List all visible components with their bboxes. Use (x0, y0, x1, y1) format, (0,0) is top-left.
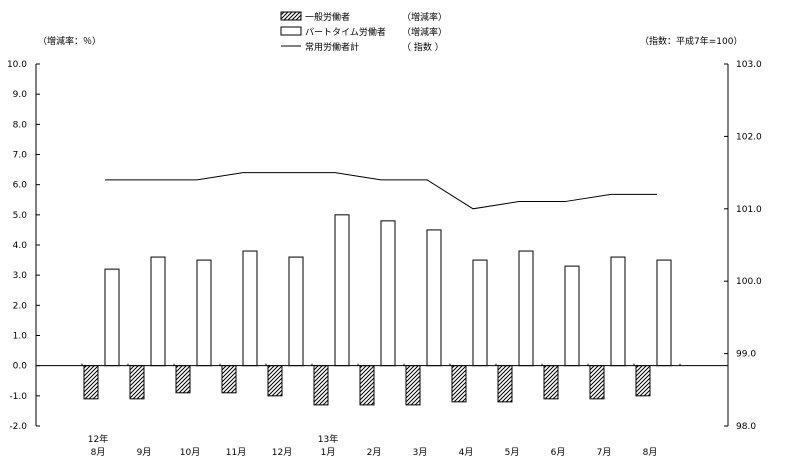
bar-general (221, 365, 237, 394)
category-label: 3月 (413, 447, 428, 458)
bar-general (543, 365, 559, 400)
year-label: 13年 (318, 433, 338, 445)
bar-general (129, 365, 145, 400)
legend-item-general: 一般労働者 （増減率） (280, 11, 447, 23)
category-label: 9月 (137, 447, 152, 458)
bar-general (359, 365, 375, 406)
bar-general (635, 365, 651, 397)
left-axis-tick-label: 4.0 (13, 241, 28, 251)
category-label: 8月 (643, 447, 658, 458)
legend-item-parttime: パートタイム労働者 （増減率） (280, 26, 447, 38)
bar-general (313, 365, 329, 406)
category-label: 2月 (367, 447, 382, 458)
legend-label-parttime: パートタイム労働者 (305, 26, 386, 38)
bar-general (589, 365, 605, 400)
left-axis-tick-label: 0.0 (13, 362, 28, 372)
left-axis-tick-label: 2.0 (13, 301, 28, 311)
left-axis-tick-label: 8.0 (13, 120, 28, 130)
bar-parttime (564, 265, 580, 367)
legend-label-total: 常用労働者計 (305, 41, 359, 53)
bar-parttime (242, 250, 258, 367)
legend-tag-parttime: （増減率） (402, 26, 447, 38)
left-axis-title: （増減率：％） (38, 35, 101, 47)
legend: 一般労働者 （増減率） パートタイム労働者 （増減率） 常用労働者計 （ 指数 … (280, 11, 447, 53)
bar-parttime (380, 220, 396, 367)
left-axis-tick-label: 9.0 (13, 90, 28, 100)
bar-parttime (518, 250, 534, 367)
legend-swatch-hatched (280, 11, 302, 21)
category-label: 10月 (180, 447, 200, 458)
bar-parttime (610, 256, 626, 367)
right-axis-tick-label: 100.0 (736, 277, 762, 287)
left-axis-ticks: 10.0 9.0 8.0 7.0 6.0 5.0 4.0 3.0 2.0 1.0 0.0 -1.0 -2… (7, 60, 40, 432)
bar-parttime (196, 259, 212, 367)
bar-parttime (334, 214, 350, 367)
legend-item-total: 常用労働者計 （ 指数 ） (281, 41, 444, 53)
left-axis-tick-label: 6.0 (13, 181, 28, 191)
bar-general (405, 365, 421, 406)
left-axis-tick-label: 3.0 (13, 271, 28, 281)
right-axis-tick-label: 99.0 (736, 350, 756, 360)
category-label: 6月 (551, 447, 566, 458)
left-axis-tick-label: 5.0 (13, 211, 28, 221)
bar-parttime (656, 259, 672, 367)
series-general-bars (83, 365, 651, 406)
legend-tag-total: （ 指数 ） (402, 41, 444, 53)
right-axis-tick-label: 101.0 (736, 205, 762, 215)
category-label: 12月 (272, 447, 292, 458)
right-axis-tick-label: 98.0 (736, 422, 756, 432)
bar-parttime (288, 256, 304, 367)
right-axis-tick-label: 103.0 (736, 60, 762, 70)
left-axis-tick-label: 7.0 (13, 151, 28, 161)
category-label: 8月 (91, 447, 106, 458)
legend-label-general: 一般労働者 (305, 11, 350, 23)
category-label: 7月 (597, 447, 612, 458)
bar-parttime (426, 229, 442, 367)
left-axis-tick-label: 10.0 (7, 60, 27, 70)
category-labels: 8月 9月 10月 11月 12月 1月 2月 3月 4月 5月 6月 7月 8月 12年 13年 (88, 433, 658, 458)
bar-parttime (472, 259, 488, 367)
series-parttime-bars (104, 214, 672, 367)
left-axis-tick-label: 1.0 (13, 332, 28, 342)
legend-tag-general: （増減率） (402, 11, 447, 23)
bar-general (451, 365, 467, 403)
right-axis-title: （指数：平成7年=100） (640, 35, 742, 47)
category-label: 11月 (226, 447, 246, 458)
category-label: 1月 (321, 447, 336, 458)
left-axis-tick-label: -2.0 (9, 422, 27, 432)
left-axis-tick-label: -1.0 (9, 392, 27, 402)
bar-general (267, 365, 283, 397)
series-total-line (104, 172, 658, 210)
right-axis-ticks: 103.0 102.0 101.0 100.0 99.0 98.0 (724, 60, 762, 432)
bar-general (175, 365, 191, 394)
year-label: 12年 (88, 433, 108, 445)
bar-general (497, 365, 513, 403)
bar-parttime (150, 256, 166, 367)
bar-parttime (104, 268, 120, 367)
bar-general (83, 365, 99, 400)
line-total-index (105, 172, 657, 210)
right-axis-tick-label: 102.0 (736, 132, 762, 142)
legend-swatch-white (280, 26, 302, 36)
category-label: 4月 (459, 447, 474, 458)
category-label: 5月 (505, 447, 520, 458)
